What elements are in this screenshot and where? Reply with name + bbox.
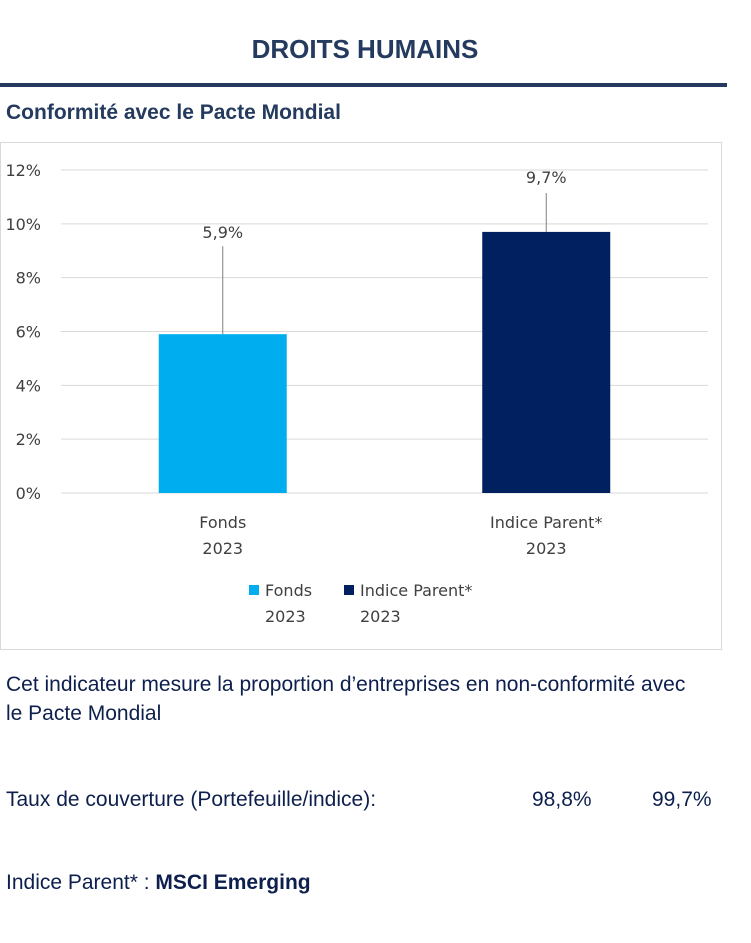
y-tick-label: 4% (16, 376, 41, 395)
parent-index-name: MSCI Emerging (155, 871, 311, 894)
y-tick-label: 0% (16, 484, 41, 503)
data-label: 9,7% (526, 168, 567, 187)
x-tick-label: Fonds (199, 513, 246, 532)
legend-label: Indice Parent* (360, 581, 472, 600)
y-tick-label: 6% (16, 323, 41, 342)
section-subtitle: Conformité avec le Pacte Mondial (6, 101, 341, 124)
legend-label: 2023 (360, 607, 401, 626)
indicator-description: Cet indicateur mesure la proportion d’en… (6, 673, 686, 725)
bar-chart: 0% 2% 4% 6% 8% 10% 12% 5,9% Fonds 2023 9,7% Indice … (5, 161, 708, 626)
coverage-label: Taux de couverture (Portefeuille/indice)… (6, 788, 377, 811)
parent-index-label: Indice Parent* : (6, 871, 156, 894)
legend-swatch (344, 585, 354, 595)
bar (482, 231, 611, 493)
y-tick-label: 12% (5, 161, 41, 180)
x-tick-label: 2023 (526, 539, 567, 558)
legend-swatch (249, 585, 259, 595)
coverage-portfolio-value: 98,8% (532, 788, 592, 811)
page-title: DROITS HUMAINS (251, 34, 479, 64)
legend-label: 2023 (265, 607, 306, 626)
bar (158, 334, 287, 493)
x-tick-label: 2023 (202, 539, 243, 558)
y-tick-label: 10% (5, 215, 41, 234)
parent-index: Indice Parent* : MSCI Emerging (6, 871, 311, 895)
y-tick-label: 2% (16, 430, 41, 449)
data-label: 5,9% (202, 223, 243, 242)
y-tick-label: 8% (16, 269, 41, 288)
chart-frame: 0% 2% 4% 6% 8% 10% 12% 5,9% Fonds 2023 9,7% Indice … (0, 142, 722, 650)
legend-label: Fonds (265, 581, 312, 600)
title-divider (0, 83, 727, 87)
x-tick-label: Indice Parent* (490, 513, 602, 532)
coverage-index-value: 99,7% (652, 788, 712, 811)
